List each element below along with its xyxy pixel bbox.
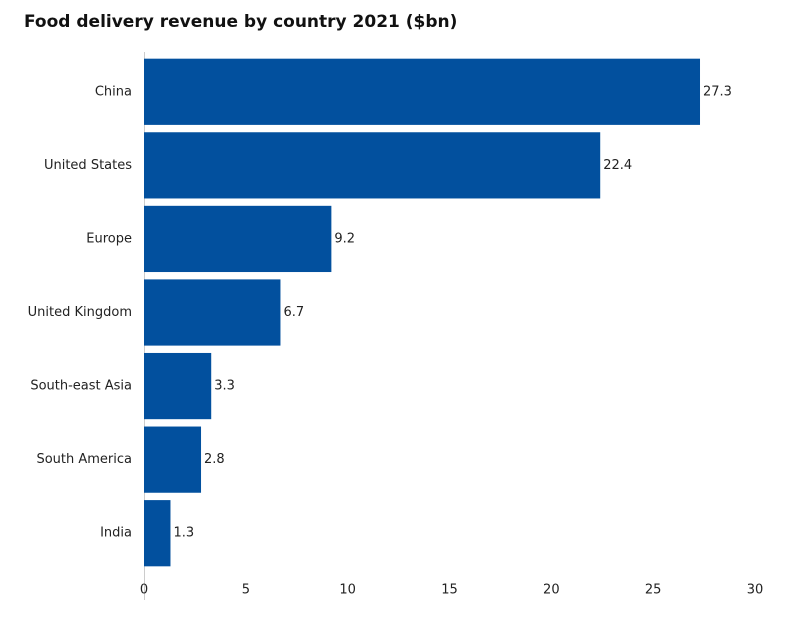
x-tick-label: 5 — [242, 583, 250, 598]
bar — [144, 352, 212, 420]
value-label: 27.3 — [703, 84, 732, 99]
y-tick-label: India — [100, 526, 132, 541]
x-tick-label: 0 — [140, 583, 148, 598]
x-tick-label: 30 — [747, 583, 764, 598]
bar — [144, 500, 171, 567]
x-tick-label: 25 — [645, 583, 662, 598]
value-label: 22.4 — [603, 158, 632, 173]
bar — [144, 132, 601, 199]
bar — [144, 58, 701, 125]
x-tick-label: 15 — [441, 583, 458, 598]
value-label: 6.7 — [283, 305, 304, 320]
value-label: 9.2 — [334, 231, 355, 246]
value-label: 2.8 — [204, 452, 225, 467]
y-tick-label: United Kingdom — [28, 305, 132, 320]
y-tick-label: South-east Asia — [30, 379, 132, 394]
y-tick-label: China — [95, 84, 132, 99]
y-tick-label: Europe — [86, 231, 132, 246]
bar — [144, 279, 281, 346]
y-tick-label: United States — [44, 158, 132, 173]
value-label: 3.3 — [214, 379, 235, 394]
bar — [144, 426, 202, 493]
y-tick-label: South America — [36, 452, 132, 467]
bar — [144, 205, 332, 273]
value-label: 1.3 — [173, 526, 194, 541]
chart-title: Food delivery revenue by country 2021 ($… — [24, 12, 457, 32]
x-tick-label: 10 — [339, 583, 356, 598]
x-tick-label: 20 — [543, 583, 560, 598]
